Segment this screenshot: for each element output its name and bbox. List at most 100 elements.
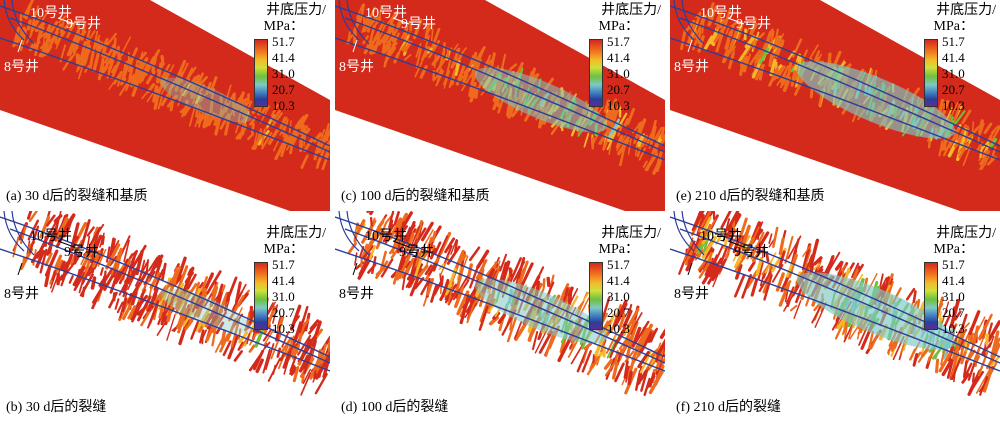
fracture-stroke <box>947 139 959 158</box>
fracture-stroke <box>466 304 475 324</box>
fracture-stroke <box>638 323 654 349</box>
fracture-stroke <box>975 122 984 130</box>
fracture-stroke <box>250 122 255 134</box>
wellbore-trajectory <box>0 248 330 372</box>
fracture-stroke <box>718 258 727 273</box>
fracture-stroke <box>308 323 318 335</box>
fracture-stroke <box>935 358 940 374</box>
fracture-stroke <box>752 40 757 50</box>
fracture-stroke <box>457 253 467 264</box>
fracture-stroke <box>746 53 751 66</box>
fracture-stroke <box>276 315 285 334</box>
fracture-stroke <box>210 87 215 101</box>
fracture-stroke <box>267 128 279 146</box>
fracture-stroke <box>44 249 59 277</box>
fracture-stroke <box>427 241 434 258</box>
fracture-stroke <box>570 343 585 365</box>
panel-e: 10号井 9号井 8号井 井底压力/ MPa： 51.7 41.4 31.0 2… <box>670 0 1000 211</box>
fracture-stroke <box>453 43 459 51</box>
fracture-stroke <box>383 46 397 64</box>
fracture-stroke <box>695 11 702 19</box>
legend-title: 井底压力/ <box>266 3 326 18</box>
wellbore-head <box>346 211 370 256</box>
fracture-stroke <box>176 59 187 79</box>
fracture-stroke <box>754 63 765 81</box>
legend-tick: 10.3 <box>942 98 965 113</box>
fracture-stroke <box>128 249 138 270</box>
fracture-stroke <box>697 259 707 271</box>
fracture-stroke <box>154 254 164 269</box>
legend-colorbar <box>254 39 268 107</box>
fracture-stroke <box>961 109 972 125</box>
well-10-label: 10号井 <box>365 6 407 21</box>
fracture-stroke <box>289 139 295 155</box>
well-8-label: 8号井 <box>674 287 709 302</box>
fracture-stroke <box>166 302 174 323</box>
fracture-stroke <box>415 48 422 69</box>
fracture-stroke <box>19 26 26 37</box>
fracture-stroke <box>106 32 117 45</box>
well-9-label: 9号井 <box>64 245 99 260</box>
fracture-stroke <box>189 74 200 95</box>
fracture-stroke <box>953 339 958 352</box>
fracture-stroke <box>237 341 244 351</box>
fracture-stroke <box>475 259 488 280</box>
fracture-stroke <box>703 35 714 51</box>
fracture-stroke <box>41 11 49 22</box>
fracture-stroke <box>985 333 990 346</box>
fracture-stroke <box>794 78 804 96</box>
fracture-stroke <box>123 239 130 263</box>
pressure-field <box>335 0 665 211</box>
fracture-stroke <box>946 359 954 379</box>
fracture-stroke <box>381 39 386 55</box>
fracture-stroke <box>687 23 697 43</box>
fracture-stroke <box>912 353 919 367</box>
fracture-stroke <box>979 375 989 396</box>
fracture-stroke <box>813 263 820 271</box>
fracture-stroke <box>600 296 611 322</box>
fracture-stroke <box>116 51 124 62</box>
fracture-stroke <box>201 334 204 345</box>
fracture-stroke <box>399 34 410 51</box>
fracture-stroke <box>295 323 306 354</box>
fracture-stroke <box>509 257 522 283</box>
fracture-stroke <box>164 288 179 316</box>
legend-tick: 10.3 <box>607 98 630 113</box>
fracture-stroke <box>768 53 774 68</box>
fracture-stroke <box>372 36 381 54</box>
fracture-stroke <box>110 57 122 79</box>
fracture-stroke <box>452 275 469 301</box>
legend-tick: 41.4 <box>607 273 630 288</box>
fracture-stroke <box>141 278 151 292</box>
fracture-stroke <box>651 119 657 134</box>
fracture-stroke <box>135 58 139 68</box>
fracture-stroke <box>80 219 91 248</box>
fracture-stroke <box>603 358 614 370</box>
fracture-stroke <box>698 246 713 273</box>
fracture-stroke <box>844 322 849 339</box>
wellbore-trajectory <box>679 17 1000 153</box>
wellbore-trajectory <box>670 37 1000 161</box>
fracture-stroke <box>211 316 221 334</box>
fracture-stroke <box>488 315 500 326</box>
fracture-stroke <box>721 43 730 64</box>
fracture-stroke <box>516 260 529 289</box>
fracture-stroke <box>153 53 158 65</box>
fracture-stroke <box>513 320 523 340</box>
legend-tick: 31.0 <box>942 66 965 81</box>
fracture-stroke <box>19 13 23 27</box>
label-leader <box>57 240 75 248</box>
fracture-stroke <box>207 112 215 126</box>
fracture-stroke <box>231 92 236 108</box>
fracture-stroke <box>31 17 40 32</box>
fracture-stroke <box>293 321 303 344</box>
fracture-stroke <box>743 55 748 71</box>
fracture-stroke <box>759 231 770 246</box>
fracture-stroke <box>259 105 271 124</box>
fracture-stroke <box>622 309 633 329</box>
fracture-stroke <box>768 233 773 245</box>
fracture-stroke <box>46 214 56 227</box>
fracture-stroke <box>611 361 619 380</box>
wellbore-head <box>3 0 25 41</box>
fracture-stroke <box>639 349 653 374</box>
